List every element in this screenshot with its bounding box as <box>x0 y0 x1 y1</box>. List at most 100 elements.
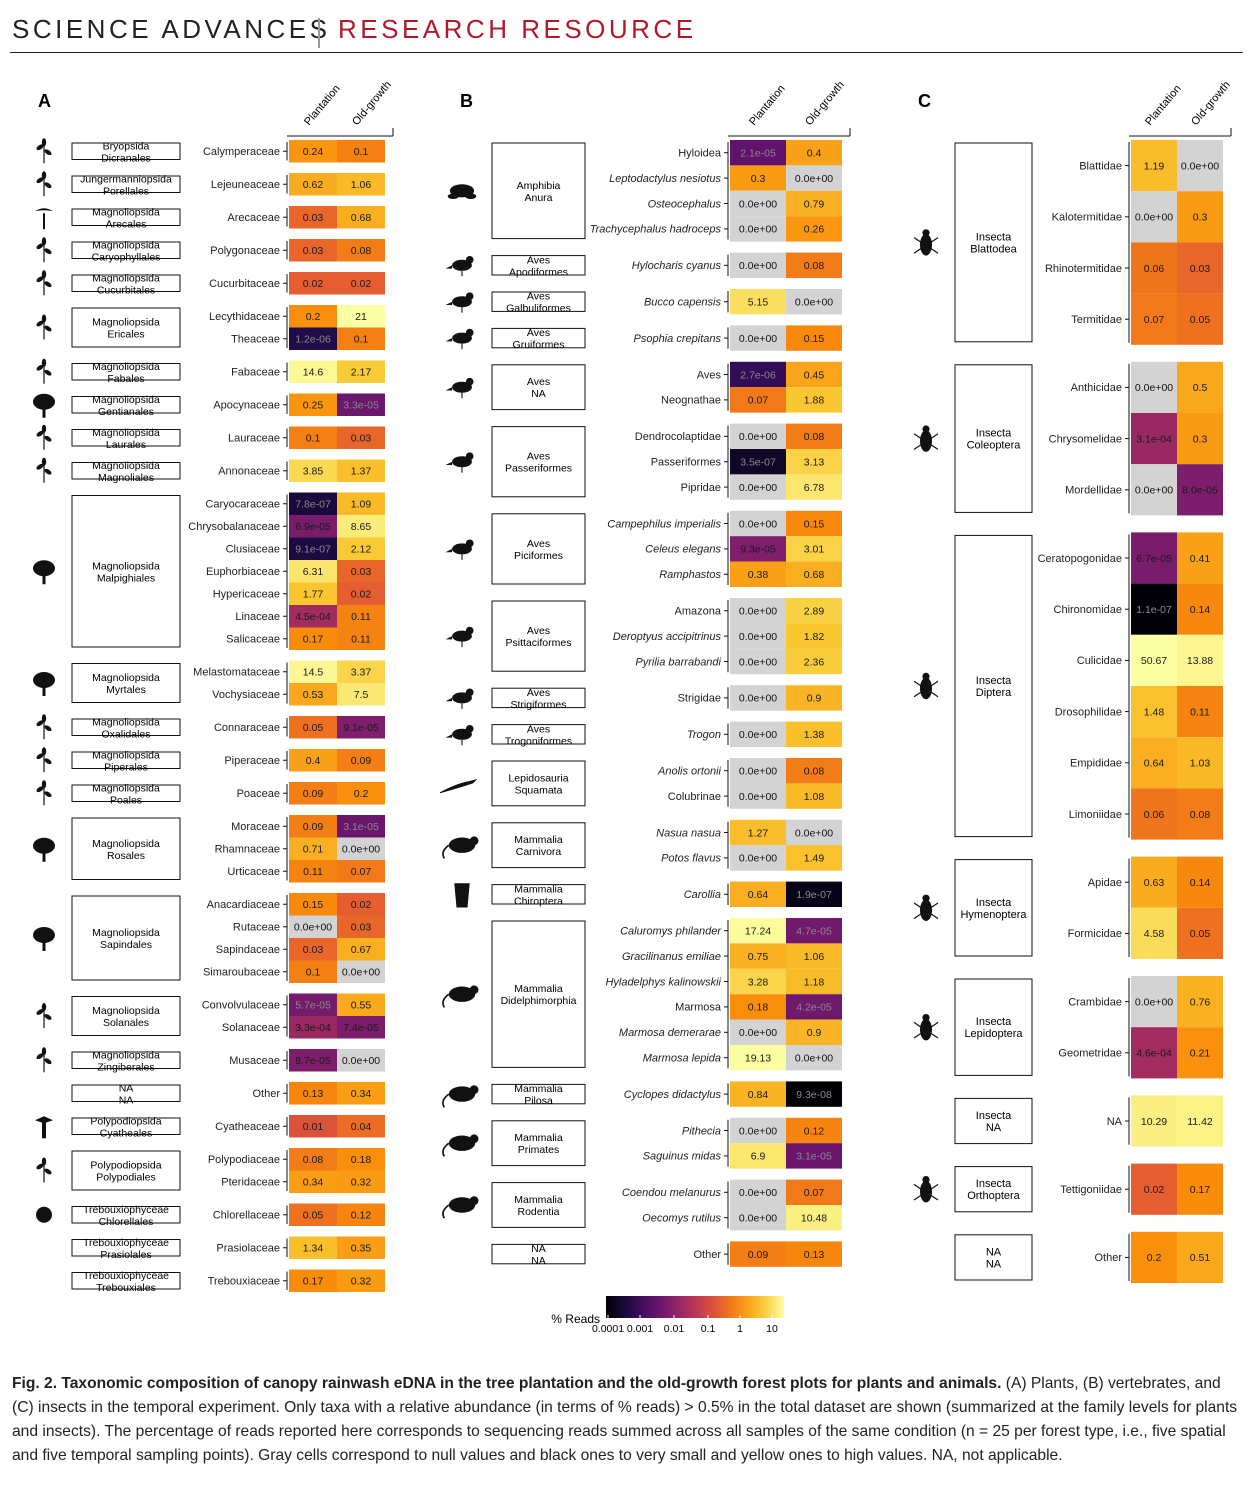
taxon-box <box>491 1083 586 1105</box>
row-label: Kalotermitidae <box>1052 212 1122 224</box>
taxon-box <box>71 784 181 802</box>
cell-label: 3.3e-05 <box>343 400 379 412</box>
class-label: Mammalia <box>514 983 563 995</box>
cell-label: 0.0e+00 <box>739 606 777 618</box>
taxon-box <box>491 1243 586 1265</box>
order-label: Trogoniformes <box>505 735 572 747</box>
heatmap-cell <box>289 459 337 482</box>
body <box>452 692 472 704</box>
cell-label: 0.0e+00 <box>739 1213 777 1225</box>
row-label: Solanaceae <box>222 1022 280 1034</box>
heatmap-cell <box>730 1179 786 1205</box>
cell-label: 0.03 <box>351 922 372 934</box>
heatmap-cell <box>337 1170 385 1193</box>
heatmap-figure: A Plantation Old-growthBryopsidaDicranales… <box>33 79 1233 1335</box>
class-label: Polypodiopsida <box>90 1160 161 1172</box>
taxon-box <box>71 1239 181 1257</box>
row-label: Campephilus imperialis <box>607 518 721 530</box>
cell-label: 3.1e-05 <box>343 821 379 833</box>
cell-label: 0.32 <box>351 1276 372 1288</box>
heatmap-cell <box>337 1082 385 1105</box>
heatmap-cell <box>337 1016 385 1039</box>
leaf <box>41 314 47 323</box>
bird-icon <box>445 452 474 473</box>
cell-label: 1.48 <box>1144 706 1165 718</box>
trunk <box>42 685 46 696</box>
heatmap-cell <box>289 492 337 515</box>
order-label: Gentianales <box>98 406 154 418</box>
taxon-box <box>71 274 181 292</box>
heatmap-cell <box>289 515 337 538</box>
heatmap-cell <box>730 423 786 449</box>
order-label: Cucurbitales <box>97 284 155 296</box>
head <box>465 328 474 337</box>
heatmap-cell <box>1177 686 1223 738</box>
class-label: NA <box>119 1082 134 1094</box>
cell-label: 0.09 <box>303 788 324 800</box>
leaf <box>44 248 52 255</box>
row-label: Vochysiaceae <box>212 689 280 701</box>
cell-label: 0.21 <box>1190 1048 1211 1060</box>
row-label: Salicaceae <box>226 634 280 646</box>
cell-label: 19.13 <box>745 1053 771 1065</box>
cell-label: 3.28 <box>748 976 769 988</box>
cell-label: 0.0e+00 <box>294 922 332 934</box>
cell-label: 0.34 <box>351 1088 372 1100</box>
cell-label: 0.34 <box>303 1177 324 1189</box>
cell-label: 1.38 <box>804 729 825 741</box>
leaf <box>41 1003 47 1011</box>
heatmap-cell <box>289 915 337 938</box>
heatmap-cell <box>337 459 385 482</box>
taxon-box <box>71 307 181 348</box>
leg <box>913 913 922 920</box>
class-label: Magnoliopsida <box>92 782 160 794</box>
taxon-box <box>954 1097 1033 1145</box>
heatmap-cell <box>730 252 786 278</box>
heatmap-cell <box>730 510 786 537</box>
heatmap-cell <box>337 560 385 583</box>
row-label: Oecomys rutilus <box>642 1213 721 1225</box>
cell-label: 0.0e+00 <box>739 198 777 210</box>
taxon-box <box>954 978 1033 1076</box>
row-label: Neognathae <box>661 395 721 407</box>
heatmap-cell <box>289 960 337 983</box>
cell-label: 1.19 <box>1144 160 1165 172</box>
cell-label: 0.1 <box>354 146 369 158</box>
cell-label: 0.0e+00 <box>795 1053 833 1065</box>
leaf <box>36 320 44 327</box>
head <box>922 1013 930 1022</box>
heatmap-cell <box>786 943 842 969</box>
leaf-icon <box>36 714 52 740</box>
order-label: Blattodea <box>970 243 1017 255</box>
heatmap-cell <box>1177 413 1223 465</box>
row-label: Dendrocolaptidae <box>635 431 721 443</box>
row-label: Pteridaceae <box>221 1177 280 1189</box>
heatmap-cell <box>337 915 385 938</box>
caption-title: Fig. 2. Taxonomic composition of canopy … <box>12 1375 1002 1392</box>
heatmap-cell <box>730 1143 786 1169</box>
heatmap-cell <box>289 206 337 229</box>
order-label: Prasiolales <box>100 1249 151 1261</box>
cell-label: 0.0e+00 <box>739 729 777 741</box>
plant-icon <box>36 237 52 263</box>
head <box>465 377 474 386</box>
row-label: Psophia crepitans <box>634 333 722 345</box>
cell-label: 0.14 <box>1190 604 1211 616</box>
cell-label: 0.0e+00 <box>1135 382 1173 394</box>
leaf <box>44 281 52 288</box>
heatmap-cell <box>730 648 786 675</box>
cell-label: 9.3e-05 <box>740 544 776 556</box>
cell-label: 3.37 <box>351 667 372 679</box>
heatmap-cell <box>289 860 337 883</box>
cell-label: 0.64 <box>1144 758 1165 770</box>
crown <box>33 560 55 577</box>
trunk <box>43 213 45 230</box>
cell-label: 0.07 <box>351 866 372 878</box>
leaf <box>36 364 44 371</box>
heatmap-cell <box>786 165 842 191</box>
taxon-box <box>491 426 586 498</box>
fly-icon <box>913 672 939 700</box>
heatmap-cell <box>289 582 337 605</box>
cell-label: 0.5 <box>1193 382 1208 394</box>
order-label: Primates <box>518 1144 559 1156</box>
